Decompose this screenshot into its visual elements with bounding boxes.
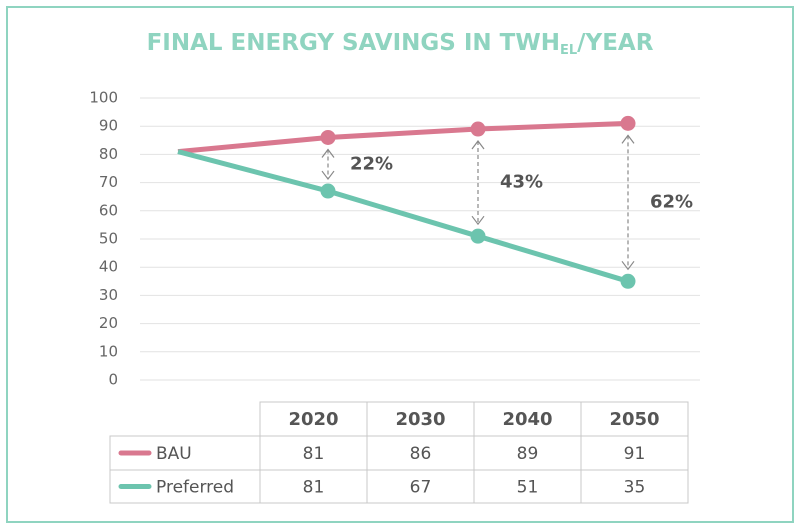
table-value: 81 — [303, 478, 325, 498]
frame — [6, 6, 794, 523]
arrow-head — [471, 215, 485, 226]
point-marker — [320, 183, 336, 199]
point-marker — [470, 228, 486, 244]
legend-label: BAU — [156, 444, 192, 464]
table-value: 35 — [624, 478, 646, 498]
title-subscript: EL — [560, 43, 577, 58]
series-line — [177, 120, 629, 155]
table-value: 81 — [303, 444, 325, 464]
gap-label: 62% — [650, 191, 693, 212]
title-end: /YEAR — [577, 30, 654, 56]
table-value: 89 — [517, 444, 539, 464]
point-marker — [620, 273, 636, 289]
gap-label: 22% — [350, 153, 393, 174]
legend-label: Preferred — [156, 478, 234, 498]
arrow-head — [471, 140, 485, 150]
arrow-head — [621, 134, 635, 144]
arrow-head — [621, 260, 635, 271]
y-tick-label: 40 — [99, 258, 118, 276]
y-tick-label: 80 — [99, 145, 118, 163]
title-main: FINAL ENERGY SAVINGS IN TWH — [147, 30, 560, 56]
series-line — [177, 149, 629, 284]
arrow-head — [321, 148, 335, 158]
point-marker — [470, 121, 486, 137]
y-tick-label: 60 — [99, 201, 118, 219]
table-value: 86 — [410, 444, 432, 464]
point-marker — [320, 129, 336, 145]
y-tick-label: 50 — [99, 230, 118, 248]
table-value: 91 — [624, 444, 646, 464]
table-header: 2030 — [395, 409, 445, 430]
y-tick-label: 0 — [108, 371, 118, 389]
point-marker — [620, 115, 636, 131]
table-header: 2050 — [609, 409, 659, 430]
y-tick-label: 70 — [99, 173, 118, 191]
arrow-head — [321, 170, 335, 181]
table-value: 51 — [517, 478, 539, 498]
table-value: 67 — [410, 478, 432, 498]
table-header: 2040 — [502, 409, 552, 430]
y-tick-label: 30 — [99, 286, 118, 304]
chart-title: FINAL ENERGY SAVINGS IN TWHEL/YEAR — [147, 30, 654, 58]
table-header: 2020 — [288, 409, 338, 430]
y-tick-label: 90 — [99, 117, 118, 135]
gap-label: 43% — [500, 172, 543, 193]
y-tick-label: 10 — [99, 342, 118, 360]
y-tick-label: 100 — [89, 89, 118, 107]
y-tick-label: 20 — [99, 314, 118, 332]
